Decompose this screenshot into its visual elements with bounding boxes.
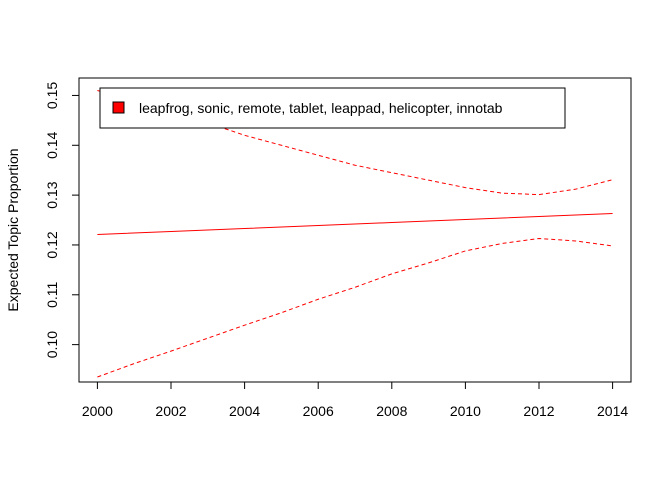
y-tick-label: 0.15 [44, 82, 60, 109]
y-tick-label: 0.14 [44, 131, 60, 158]
y-tick-label: 0.12 [44, 231, 60, 258]
series-line-upper-bound [97, 89, 613, 196]
legend-swatch [112, 101, 125, 114]
y-axis: 0.10 0.11 0.12 0.13 0.14 0.15 [44, 82, 80, 358]
series-line-estimate [97, 213, 613, 235]
x-tick-label: 2004 [229, 403, 260, 419]
x-tick-label: 2014 [597, 403, 628, 419]
x-tick-label: 2010 [450, 403, 481, 419]
legend-label: leapfrog, sonic, remote, tablet, leappad… [139, 100, 503, 116]
x-tick-label: 2000 [82, 403, 113, 419]
x-axis: 2000 2002 2004 2006 2008 2010 2012 2014 [82, 381, 628, 419]
x-tick-label: 2012 [523, 403, 554, 419]
x-tick-label: 2008 [376, 403, 407, 419]
series-line-lower-bound [97, 237, 613, 378]
y-tick-label: 0.11 [44, 281, 60, 307]
legend: leapfrog, sonic, remote, tablet, leappad… [99, 87, 566, 129]
y-tick-label: 0.10 [44, 331, 60, 358]
x-tick-label: 2006 [303, 403, 334, 419]
y-tick-label: 0.13 [44, 181, 60, 208]
series-layer [97, 89, 613, 378]
x-tick-label: 2002 [155, 403, 186, 419]
y-axis-title: Expected Topic Proportion [5, 148, 21, 311]
legend-box [99, 87, 566, 129]
